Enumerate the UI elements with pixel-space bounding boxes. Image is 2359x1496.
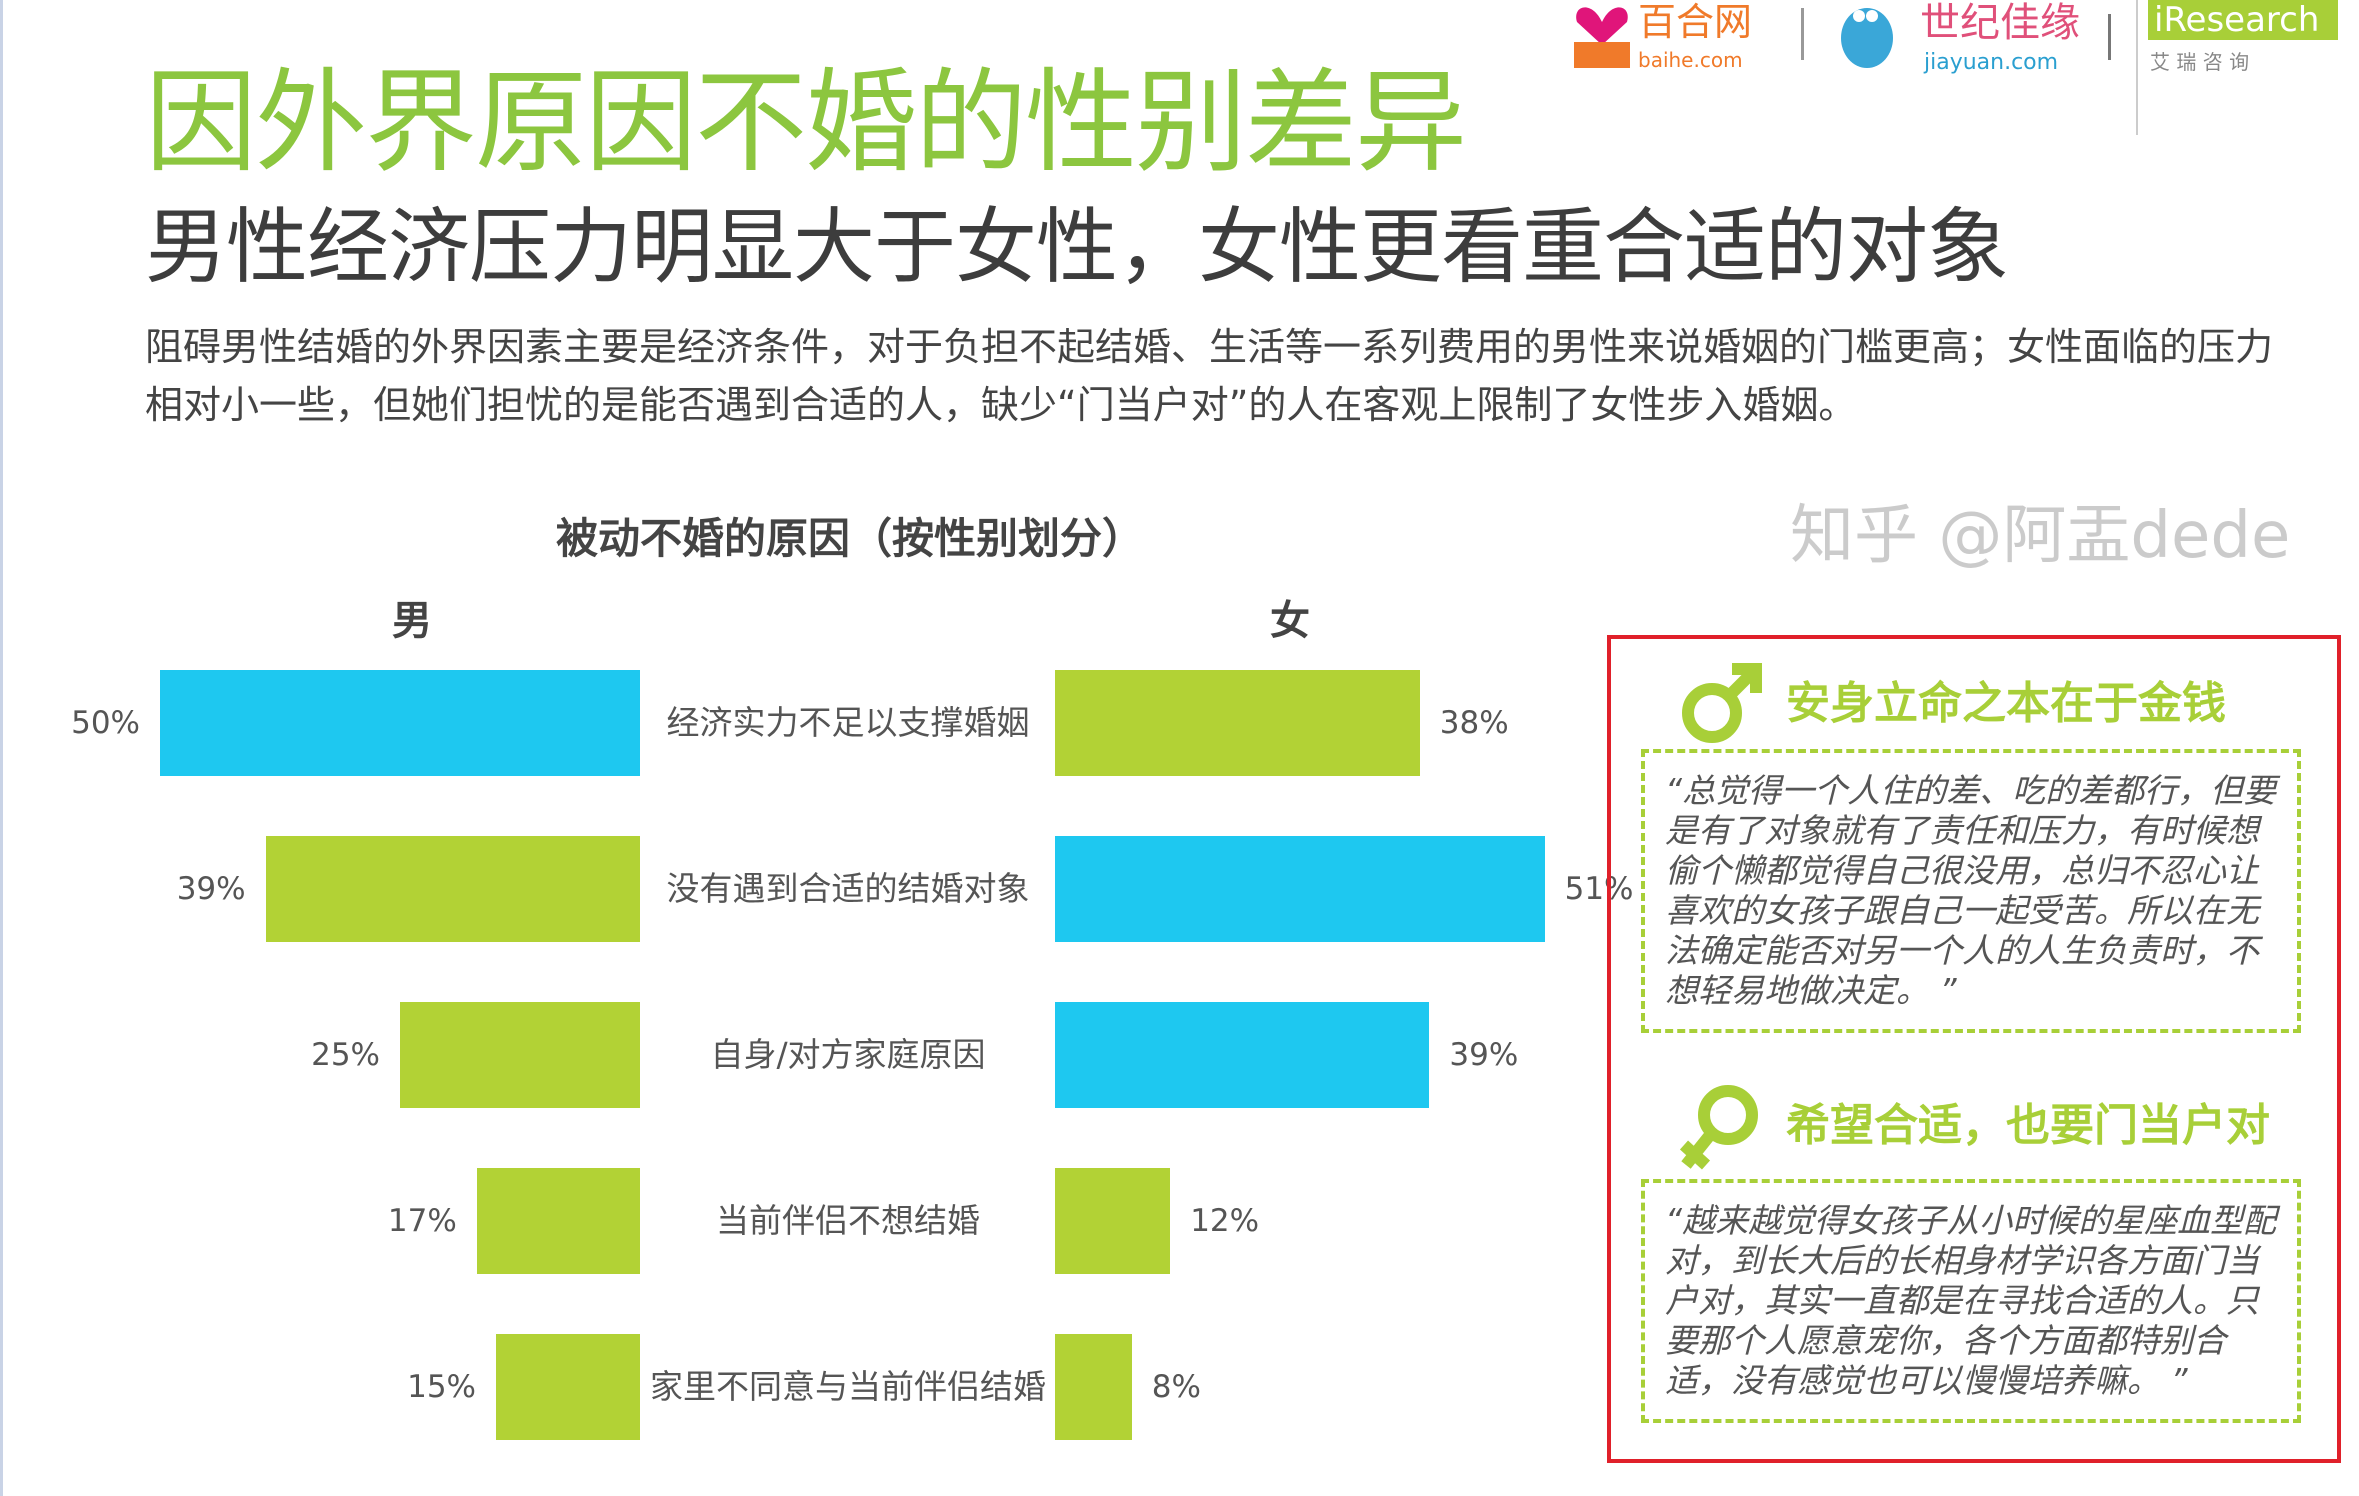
quotes-panel: 安身立命之本在于金钱 “总觉得一个人住的差、吃的差都行，但要是有了对象就有了责任… — [1607, 635, 2341, 1463]
male-bar — [476, 1168, 640, 1274]
male-value-label: 15% — [407, 1369, 476, 1405]
baihe-domain: baihe.com — [1638, 48, 1743, 72]
intro-paragraph: 阻碍男性结婚的外界因素主要是经济条件，对于负担不起结婚、生活等一系列费用的男性来… — [145, 325, 2274, 427]
male-bar — [496, 1334, 640, 1440]
male-quote-heading: 安身立命之本在于金钱 — [1786, 678, 2226, 729]
female-bar — [1055, 1334, 1132, 1440]
jiayuan-bird-icon — [1841, 8, 1893, 68]
iresearch-logo: iResearch 艾 瑞 咨 询 — [2148, 0, 2359, 80]
page-subtitle: 男性经济压力明显大于女性，女性更看重合适的对象 — [145, 200, 2009, 295]
female-symbol-icon — [1679, 1085, 1758, 1170]
male-quote: “总觉得一个人住的差、吃的差都行，但要是有了对象就有了责任和压力，有时候想偷个懒… — [1641, 749, 2301, 1033]
category-label: 当前伴侣不想结婚 — [716, 1201, 980, 1240]
male-value-label: 50% — [71, 705, 140, 741]
iresearch-cn: 艾 瑞 咨 询 — [2150, 50, 2250, 74]
female-quote: “越来越觉得女孩子从小时候的星座血型配对，到长大后的长相身材学识各方面门当户对，… — [1641, 1179, 2301, 1423]
jiayuan-domain: jiayuan.com — [1924, 50, 2059, 75]
male-value-label: 39% — [176, 871, 246, 907]
female-value-label: 38% — [1439, 705, 1509, 741]
left-border — [0, 0, 3, 1496]
category-label: 经济实力不足以支撑婚姻 — [666, 703, 1030, 742]
male-symbol-icon — [1682, 663, 1762, 743]
female-value-label: 51% — [1564, 871, 1634, 907]
jiayuan-name: 世纪佳缘 — [1920, 0, 2080, 46]
category-label: 没有遇到合适的结婚对象 — [666, 869, 1030, 908]
female-bar — [1055, 836, 1545, 942]
male-bar — [160, 670, 640, 776]
baihe-logo: 百合网 baihe.com — [1572, 0, 1772, 80]
female-value-label: 39% — [1449, 1037, 1519, 1073]
baihe-heart-icon — [1574, 7, 1630, 68]
female-value-label: 12% — [1190, 1203, 1260, 1239]
iresearch-name: iResearch — [2148, 0, 2338, 40]
page-title: 因外界原因不婚的性别差异 — [145, 58, 1467, 188]
chart-title: 被动不婚的原因（按性别划分） — [555, 514, 1144, 563]
category-label: 家里不同意与当前伴侣结婚 — [650, 1367, 1046, 1406]
baihe-name: 百合网 — [1638, 0, 1753, 44]
category-label: 自身/对方家庭原因 — [710, 1035, 986, 1074]
jiayuan-logo: 世纪佳缘 jiayuan.com — [1832, 0, 2092, 80]
male-value-label: 17% — [387, 1203, 457, 1239]
female-bar — [1055, 1002, 1430, 1108]
female-bar — [1055, 1168, 1171, 1274]
female-value-label: 8% — [1151, 1369, 1201, 1405]
male-header: 男 — [392, 598, 432, 644]
watermark: 知乎 @阿盂dede — [1790, 499, 2291, 573]
male-bar — [265, 836, 640, 942]
female-quote-heading: 希望合适，也要门当户对 — [1786, 1100, 2270, 1151]
male-bar — [400, 1002, 640, 1108]
female-bar — [1055, 670, 1420, 776]
male-value-label: 25% — [311, 1037, 380, 1073]
female-header: 女 — [1270, 598, 1310, 644]
